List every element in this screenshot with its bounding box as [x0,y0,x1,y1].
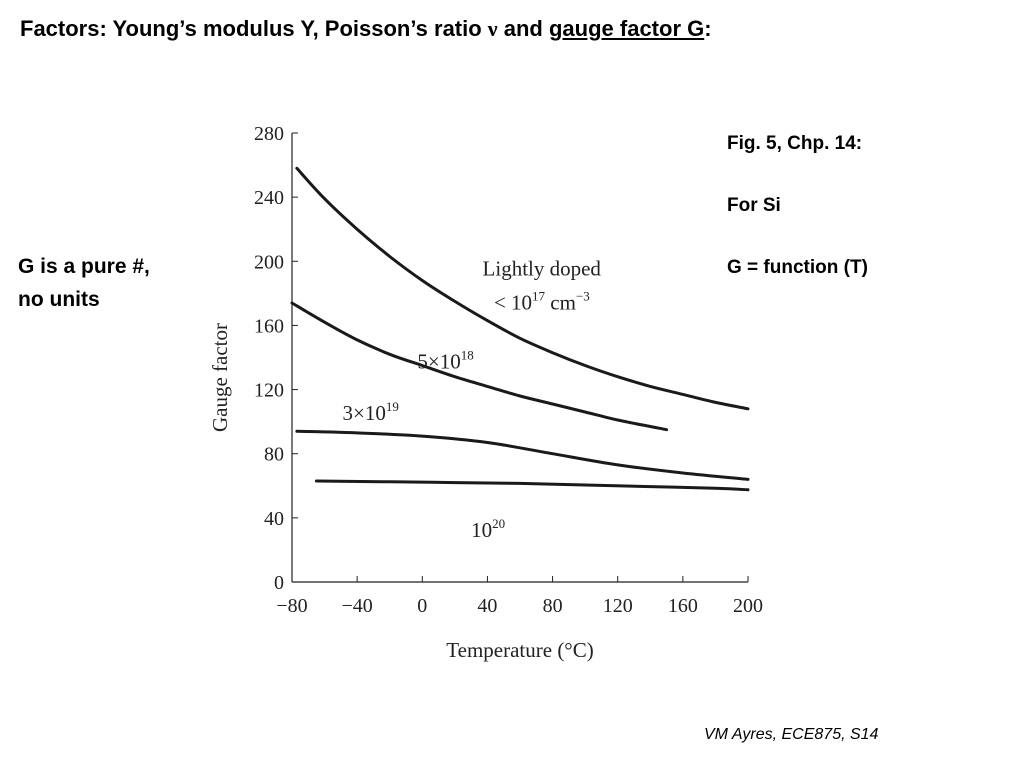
function-note: G = function (T) [727,257,868,278]
y-tick-label: 280 [254,123,284,145]
chart-series-labels: Lightly doped < 1017 cm−3 5×1018 3×1019 1020 [342,257,601,542]
y-tick-label: 240 [254,187,284,209]
chart-ticks: −80 −40 0 40 80 120 160 200 0 40 80 120 160 200 240 280 [254,123,763,617]
label-lightly-doped: Lightly doped [483,257,602,281]
x-tick-label: 40 [477,595,497,617]
label-5e18: 5×1018 [417,348,473,374]
y-tick-label: 160 [254,315,284,337]
footer-credit: VM Ayres, ECE875, S14 [704,726,879,743]
title-prefix: Factors: Young’s modulus Y, Poisson’s ra… [20,16,488,41]
chart-curves [290,166,750,492]
title-and: and [497,16,549,41]
x-axis-label: Temperature (°C) [446,638,593,662]
y-tick-label: 120 [254,380,284,402]
x-tick-label: −80 [276,595,307,617]
title-gauge-factor: gauge factor G [548,16,705,41]
side-note: G is a pure #, no units [18,250,150,316]
x-tick-label: 200 [733,595,763,617]
x-tick-label: 0 [417,595,427,617]
side-note-line-2: no units [18,288,100,311]
y-axis-label: Gauge factor [208,323,232,432]
chart-axes [291,133,748,583]
x-tick-label: −40 [342,595,373,617]
series-curve-3 [295,429,750,481]
x-tick-label: 120 [603,595,633,617]
gauge-factor-chart: −80 −40 0 40 80 120 160 200 0 40 80 120 160 200 240 280… [208,123,763,662]
title-colon: : [704,16,712,41]
series-curve-4 [314,479,750,492]
material-note: For Si [727,195,781,216]
y-tick-label: 40 [264,508,284,530]
y-tick-label: 200 [254,251,284,273]
y-tick-label: 0 [274,572,284,594]
slide-title: Factors: Young’s modulus Y, Poisson’s ra… [20,16,712,42]
side-note-line-1: G is a pure #, [18,255,150,278]
y-tick-label: 80 [264,444,284,466]
label-lightly-doped-concentration: < 1017 cm−3 [494,288,590,314]
x-tick-label: 160 [668,595,698,617]
series-curve-2 [290,301,669,432]
title-nu-symbol: ν [487,16,498,41]
figure-reference: Fig. 5, Chp. 14: [727,133,863,154]
series-curve-1 [295,166,750,411]
figure-notes: Fig. 5, Chp. 14: For Si G = function (T) [727,128,868,314]
label-3e19: 3×1019 [342,399,398,425]
x-tick-label: 80 [543,595,563,617]
label-1e20: 1020 [471,516,505,542]
